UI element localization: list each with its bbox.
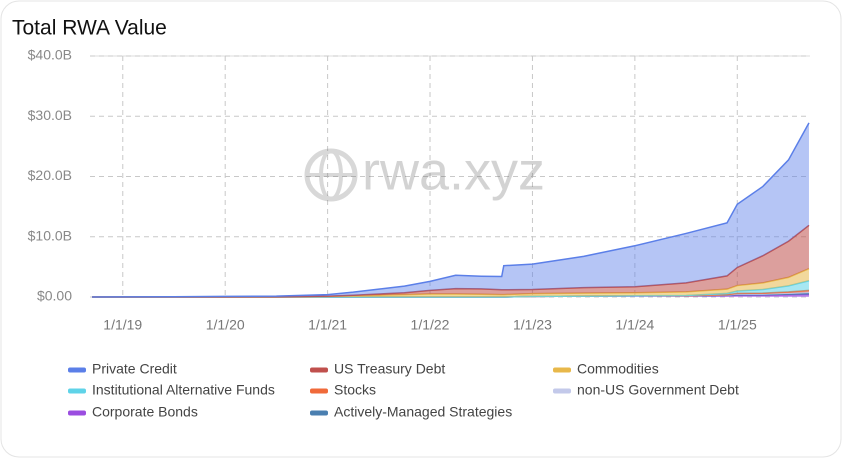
- legend-label: Actively-Managed Strategies: [334, 404, 512, 420]
- x-tick-label: 1/1/21: [308, 317, 347, 333]
- x-tick-label: 1/1/23: [513, 317, 552, 333]
- x-tick-label: 1/1/19: [103, 317, 142, 333]
- x-tick-label: 1/1/20: [206, 317, 245, 333]
- y-tick-label: $10.0B: [28, 227, 72, 243]
- watermark-group: rwa.xyz: [304, 141, 545, 202]
- legend-swatch: [68, 410, 86, 416]
- y-tick-label: $40.0B: [28, 47, 72, 63]
- x-tick-label: 1/1/24: [615, 317, 654, 333]
- y-tick-label: $20.0B: [28, 167, 72, 183]
- legend-swatch: [553, 388, 571, 394]
- x-tick-label: 1/1/25: [718, 317, 757, 333]
- legend-swatch: [310, 388, 328, 394]
- chart-title: Total RWA Value: [12, 17, 167, 40]
- y-tick-label: $0.00: [37, 288, 72, 304]
- legend-label: Private Credit: [92, 361, 177, 377]
- x-tick-label: 1/1/22: [411, 317, 450, 333]
- legend-label: non-US Government Debt: [577, 382, 739, 398]
- y-tick-label: $30.0B: [28, 107, 72, 123]
- area-fill: [92, 122, 809, 297]
- legend-swatch: [68, 367, 86, 373]
- watermark-globe: [304, 148, 358, 202]
- plot-area: [90, 55, 810, 298]
- legend-swatch: [68, 388, 86, 394]
- legend-swatch: [310, 367, 328, 373]
- watermark-globe: [319, 149, 343, 201]
- legend-label: Corporate Bonds: [92, 404, 198, 420]
- watermark: rwa.xyz: [362, 141, 545, 201]
- legend-swatch: [310, 410, 328, 416]
- legend-label: Commodities: [577, 361, 659, 377]
- legend-label: US Treasury Debt: [334, 361, 445, 377]
- legend-label: Institutional Alternative Funds: [92, 382, 275, 398]
- area-line: [92, 122, 810, 298]
- legend-label: Stocks: [334, 382, 376, 398]
- legend-swatch: [553, 367, 571, 373]
